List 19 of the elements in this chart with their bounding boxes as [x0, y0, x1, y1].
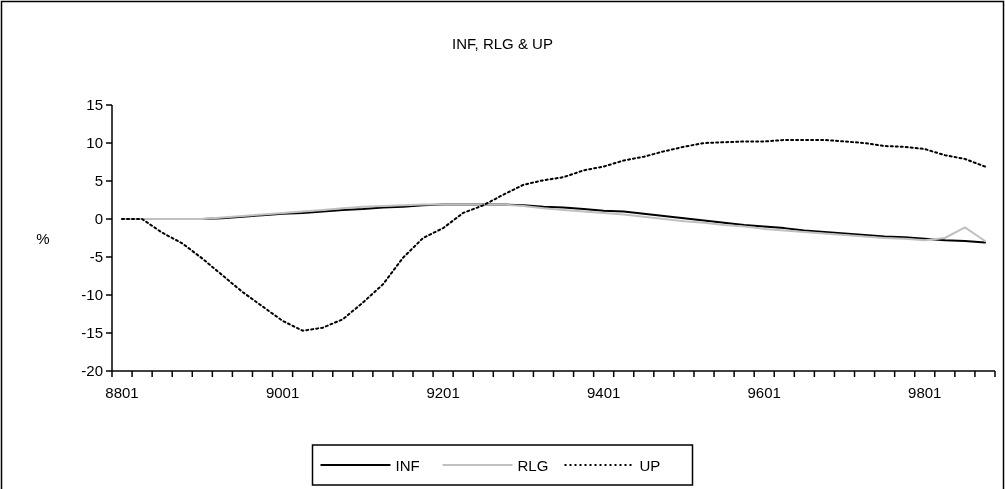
- legend-label: RLG: [517, 457, 549, 474]
- y-tick-label: 5: [94, 172, 103, 189]
- x-tick-label: 9001: [265, 384, 300, 401]
- y-tick-label: -15: [81, 324, 103, 341]
- y-tick-label: 0: [94, 210, 103, 227]
- y-tick-label: -10: [81, 286, 103, 303]
- y-axis-title: %: [36, 230, 50, 247]
- y-tick-label: -20: [81, 362, 103, 379]
- x-tick-label: 9601: [747, 384, 781, 401]
- legend-label: UP: [639, 457, 661, 474]
- x-tick-label: 8801: [105, 384, 139, 401]
- x-tick-label: 9401: [586, 384, 621, 401]
- legend-label: INF: [395, 457, 420, 474]
- chart-title: INF, RLG & UP: [452, 35, 553, 52]
- y-tick-label: 10: [86, 134, 103, 151]
- x-tick-label: 9201: [426, 384, 460, 401]
- y-tick-label: -5: [89, 248, 103, 265]
- y-tick-label: 15: [86, 96, 103, 113]
- x-tick-label: 9801: [908, 384, 942, 401]
